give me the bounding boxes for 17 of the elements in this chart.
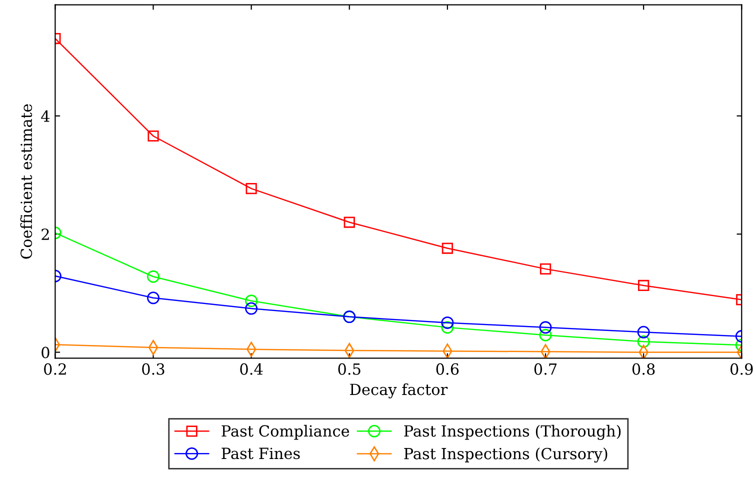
x-tick-label: 0.9 [730,363,753,375]
y-axis-title: Coefficient estimate [20,104,32,259]
x-tick-label: 0.4 [240,363,263,375]
legend-label: Past Compliance [222,424,350,440]
x-tick-label: 0.6 [436,363,459,375]
legend-label: Past Inspections (Cursory) [404,448,608,463]
x-tick-label: 0.8 [632,363,655,375]
y-tick-label: 0 [42,346,50,358]
x-tick-label: 0.3 [142,363,164,375]
x-axis-title: Decay factor [350,383,448,398]
x-tick-label: 0.5 [338,363,360,375]
x-tick-label: 0.2 [44,363,66,375]
legend-label: Past Fines [222,448,300,460]
legend-label: Past Inspections (Thorough) [404,424,621,440]
y-tick-label: 4 [41,110,50,122]
y-tick-label: 2 [42,228,49,240]
x-tick-label: 0.7 [534,363,557,375]
